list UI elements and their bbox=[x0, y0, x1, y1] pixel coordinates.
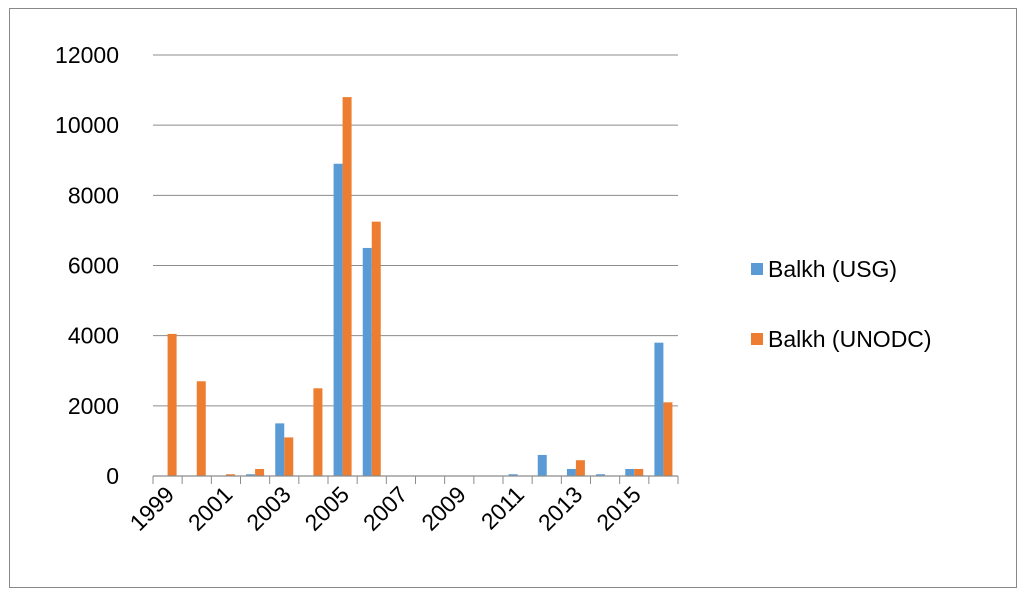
y-tick-label: 2000 bbox=[68, 393, 119, 419]
y-axis-labels: 0 2000 4000 6000 8000 10000 12000 bbox=[55, 42, 119, 489]
bar-unodc-2013 bbox=[575, 460, 585, 476]
bar-usg-2012 bbox=[537, 454, 547, 476]
bar-usg-2005 bbox=[333, 163, 343, 476]
bar-unodc-2015 bbox=[634, 468, 644, 476]
legend-label: Balkh (UNODC) bbox=[768, 326, 932, 352]
chart-frame bbox=[9, 8, 1017, 588]
bar-usg-2003 bbox=[275, 423, 285, 476]
y-tick-label: 0 bbox=[106, 463, 119, 489]
y-tick-label: 4000 bbox=[68, 323, 119, 349]
gridlines bbox=[153, 54, 678, 407]
bar-unodc-2002 bbox=[255, 468, 265, 476]
x-tick-label: 2007 bbox=[358, 481, 413, 536]
y-tick-label: 10000 bbox=[55, 112, 119, 138]
y-tick-label: 12000 bbox=[55, 42, 119, 68]
legend-label: Balkh (USG) bbox=[768, 256, 897, 282]
x-axis-labels: 1999 2001 2003 2005 2007 2009 2011 2013 2015 bbox=[125, 481, 646, 536]
x-tick-label: 2005 bbox=[300, 481, 355, 536]
bar-unodc-2016 bbox=[663, 402, 673, 476]
bar-unodc-2003 bbox=[284, 437, 294, 476]
bar-usg-2011 bbox=[508, 474, 518, 476]
bar-usg-2006 bbox=[362, 247, 372, 476]
bar-unodc-2006 bbox=[371, 221, 381, 476]
y-tick-label: 8000 bbox=[68, 182, 119, 208]
x-tick-label: 2013 bbox=[533, 481, 588, 536]
bar-usg-2013 bbox=[566, 468, 576, 476]
bars bbox=[167, 97, 673, 476]
x-tick-label: 2001 bbox=[183, 481, 238, 536]
x-tick-label: 2015 bbox=[591, 481, 646, 536]
bar-usg-2014 bbox=[596, 474, 606, 476]
x-tick-label: 1999 bbox=[125, 481, 180, 536]
legend: Balkh (USG) Balkh (UNODC) bbox=[751, 256, 932, 352]
legend-swatch bbox=[751, 333, 763, 345]
bar-unodc-2004 bbox=[313, 388, 323, 476]
bar-usg-2002 bbox=[246, 474, 256, 476]
x-tick-label: 2003 bbox=[241, 481, 296, 536]
x-tick-label: 2011 bbox=[476, 481, 529, 534]
bar-unodc-2000 bbox=[196, 381, 206, 476]
axes bbox=[152, 475, 679, 484]
bar-unodc-2001 bbox=[225, 474, 235, 476]
bar-usg-2015 bbox=[625, 468, 635, 476]
x-tick-label: 2009 bbox=[416, 481, 471, 536]
y-tick-label: 6000 bbox=[68, 253, 119, 279]
bar-usg-2016 bbox=[654, 342, 664, 476]
legend-swatch bbox=[751, 263, 763, 275]
bar-unodc-1999 bbox=[167, 333, 177, 476]
bar-unodc-2005 bbox=[342, 97, 352, 476]
